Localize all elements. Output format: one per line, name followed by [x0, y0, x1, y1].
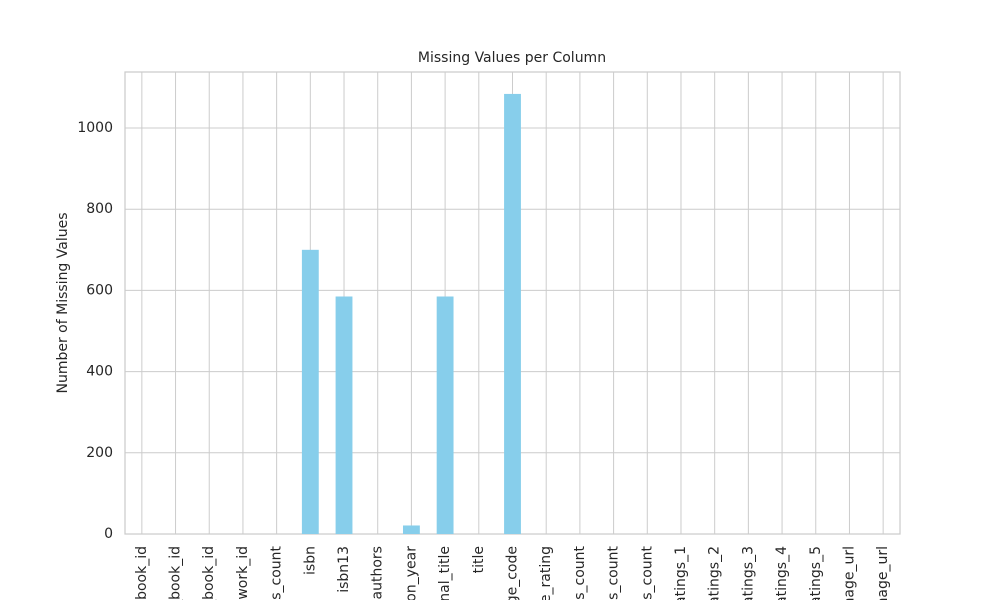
x-tick-label: title — [471, 546, 487, 573]
x-tick-label: ratings_4 — [774, 546, 790, 600]
bar — [504, 93, 521, 534]
x-tick-label: isbn13 — [336, 546, 352, 593]
x-tick-label: small_image_url — [875, 546, 891, 600]
x-tick-label: goodreads_book_id — [168, 546, 184, 600]
y-tick-label: 1000 — [77, 120, 113, 136]
y-axis-label: Number of Missing Values — [55, 212, 71, 393]
y-tick-label: 0 — [104, 526, 113, 542]
x-tick-label: ratings_3 — [740, 546, 756, 600]
y-tick-label: 800 — [86, 201, 113, 217]
bar — [402, 525, 420, 534]
y-tick-label: 200 — [86, 445, 113, 461]
x-tick-label: work_id — [235, 546, 251, 600]
x-tick-label: isbn — [302, 546, 318, 575]
x-tick-label: original_publication_year — [403, 546, 419, 600]
x-tick-label: ratings_2 — [707, 546, 723, 600]
x-tick-label: books_count — [269, 545, 285, 600]
x-tick-label: best_book_id — [201, 546, 217, 600]
x-tick-label: average_rating — [538, 546, 554, 600]
x-tick-label: language_code — [505, 546, 521, 600]
x-tick-label: original_title — [437, 546, 453, 600]
x-tick-label: ratings_count — [572, 545, 588, 600]
x-tick-label: ratings_1 — [673, 546, 689, 600]
chart-title: Missing Values per Column — [418, 50, 606, 66]
bar — [335, 296, 353, 534]
x-tick-label: ratings_5 — [808, 546, 824, 600]
bar — [436, 296, 454, 534]
x-tick-label: authors — [370, 546, 386, 599]
bar — [301, 249, 319, 534]
x-tick-label: book_id — [134, 546, 150, 600]
y-tick-label: 600 — [86, 282, 113, 298]
y-tick-label: 400 — [86, 364, 113, 380]
x-tick-label: work_ratings_count — [606, 546, 622, 600]
x-tick-label: image_url — [841, 546, 857, 600]
x-tick-label: work_text_reviews_count — [639, 545, 655, 600]
